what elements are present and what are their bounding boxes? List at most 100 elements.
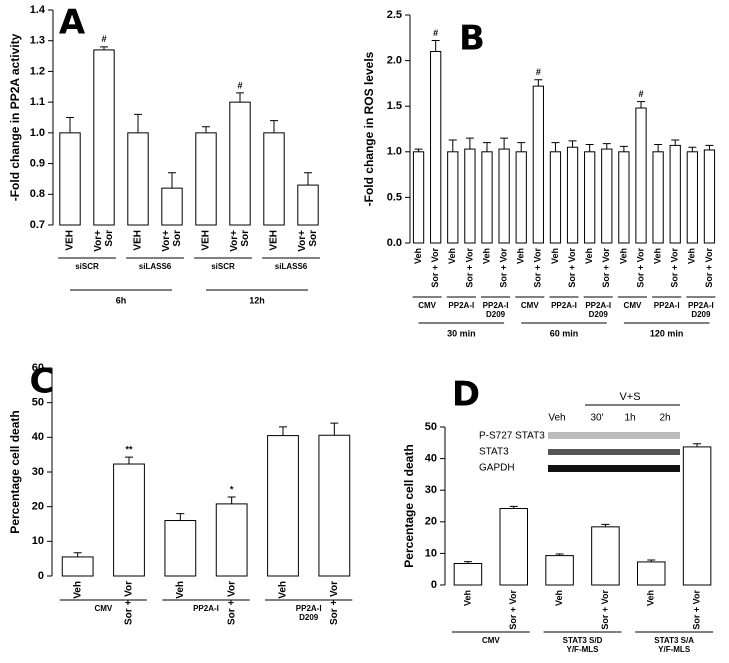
group-label: D209	[589, 310, 609, 319]
y-tick-label: 0.9	[30, 157, 45, 169]
x-tick-label: Sor	[104, 230, 115, 247]
group-label: PP2A-I	[654, 301, 680, 310]
x-tick-label: Sor + Vor	[635, 248, 645, 288]
y-tick-label: 0.5	[387, 191, 402, 203]
x-tick-label: Vor+	[93, 230, 104, 252]
group-label: D209	[486, 310, 506, 319]
group-label: CMV	[482, 636, 500, 645]
x-tick-label: Sor + Vor	[498, 248, 508, 288]
bar	[532, 85, 544, 244]
bar	[515, 151, 527, 244]
bar	[549, 151, 562, 244]
period-label: 30 min	[447, 328, 476, 338]
annotation: #	[237, 80, 242, 90]
period-label: 12h	[249, 295, 265, 305]
group-label: siSCR	[75, 262, 99, 271]
bar	[703, 149, 716, 244]
x-tick-label: Veh	[447, 248, 457, 264]
x-tick-label: Veh	[646, 590, 656, 606]
period-label: 6h	[116, 295, 127, 305]
y-tick-label: 40	[425, 453, 437, 465]
y-tick-label: 1.4	[30, 4, 46, 16]
bar	[635, 107, 647, 244]
blot-bands	[548, 404, 680, 472]
annotation: #	[433, 28, 438, 38]
bar	[318, 434, 351, 577]
lane-label: 30'	[590, 413, 603, 424]
annotation: *	[230, 484, 234, 494]
error-bar	[304, 172, 312, 186]
treatment-label: V+S	[619, 391, 640, 403]
y-tick-label: 0.7	[30, 219, 45, 231]
x-tick-label: Veh	[72, 581, 83, 599]
y-tick-label: 30	[425, 484, 437, 496]
error-bar	[688, 146, 697, 152]
error-bar	[654, 144, 663, 152]
x-tick-label: Sor	[308, 230, 319, 247]
x-tick-label: VEH	[269, 230, 280, 251]
y-axis-label: -Fold change in PP2A activity	[8, 33, 22, 201]
x-tick-label: Veh	[481, 248, 491, 264]
bar	[430, 50, 442, 244]
bar	[215, 503, 248, 577]
bar	[113, 463, 145, 577]
group-label: siSCR	[211, 262, 235, 271]
x-tick-label: Sor + Vor	[329, 581, 340, 625]
x-tick-label: Veh	[584, 248, 594, 264]
x-tick-label: Sor + Vor	[670, 248, 680, 288]
group-label: STAT3 S/A	[654, 636, 694, 645]
x-tick-label: VEH	[201, 230, 212, 251]
error-bar	[414, 148, 423, 152]
y-tick-label: 50	[32, 397, 44, 409]
x-tick-label: Veh	[550, 248, 560, 264]
group-label: CMV	[418, 301, 436, 310]
error-bar	[465, 137, 474, 150]
bar	[127, 132, 149, 226]
group-label: D209	[691, 310, 711, 319]
y-axis-label: Percentage cell death	[402, 444, 416, 567]
y-tick-label: 10	[425, 547, 437, 559]
x-tick-label: Sor	[240, 230, 251, 247]
y-tick-label: 60	[32, 362, 44, 374]
error-bar	[671, 139, 680, 146]
bar	[682, 446, 712, 586]
y-tick-label: 20	[32, 501, 44, 513]
x-tick-label: Veh	[516, 248, 526, 264]
y-tick-label: 2.5	[387, 9, 402, 21]
y-tick-label: 30	[32, 466, 44, 478]
error-bar	[585, 144, 594, 152]
error-bar	[73, 552, 82, 557]
x-tick-label: Veh	[687, 248, 697, 264]
blot-row-label: STAT3	[479, 447, 509, 458]
x-tick-label: Veh	[175, 581, 186, 599]
y-tick-label: 50	[425, 421, 437, 433]
x-tick-label: Vor+	[229, 230, 240, 252]
bar	[453, 563, 483, 586]
x-tick-label: Veh	[554, 590, 564, 606]
annotation: #	[101, 34, 106, 44]
error-bar	[568, 140, 577, 148]
bar	[686, 151, 698, 244]
error-bar	[555, 553, 564, 556]
group-label: STAT3 S/D	[563, 636, 603, 645]
x-tick-label: Sor + Vor	[508, 590, 518, 630]
bar	[59, 132, 81, 226]
group-label: PP2A-I	[193, 604, 219, 613]
panel-letter: D	[452, 375, 480, 415]
bar	[669, 144, 681, 244]
bar	[591, 526, 620, 586]
bar	[229, 101, 251, 226]
y-tick-label: 1.3	[30, 35, 45, 47]
x-tick-label: Veh	[413, 248, 423, 264]
y-tick-label: 1.0	[30, 127, 45, 139]
error-bar	[534, 79, 543, 87]
y-tick-label: 10	[32, 535, 44, 547]
group-label: Y/F-MLS	[658, 645, 691, 654]
group-label: siLASS6	[275, 262, 308, 271]
y-tick-label: 0	[431, 579, 437, 591]
group-label: PP2A-I	[296, 604, 322, 613]
error-bar	[619, 145, 628, 152]
error-bar	[551, 142, 560, 152]
y-tick-label: 1.1	[30, 96, 45, 108]
